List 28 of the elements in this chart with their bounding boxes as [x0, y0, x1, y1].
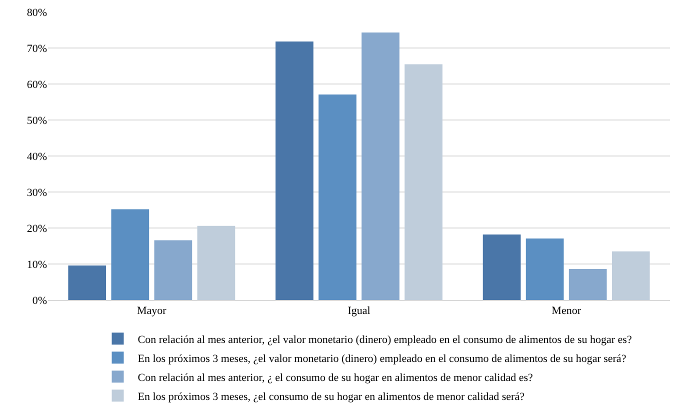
x-tick-label: Menor	[552, 305, 582, 318]
y-tick-label: 40%	[26, 150, 47, 163]
legend-label: Con relación al mes anterior, ¿ el consumo de su hogar en alimentos de menor calidad es?	[138, 372, 533, 384]
bar	[197, 226, 236, 300]
y-tick-label: 50%	[26, 114, 47, 127]
bar	[318, 94, 356, 300]
bar	[526, 238, 564, 300]
y-tick-label: 70%	[26, 42, 47, 55]
y-tick-label: 60%	[26, 78, 47, 91]
bar	[362, 32, 400, 300]
y-tick-label: 10%	[26, 258, 47, 271]
y-tick-label: 0%	[32, 294, 47, 307]
legend-label: En los próximos 3 meses, ¿el consumo de su hogar en alimentos de menor calidad será?	[138, 390, 525, 403]
bar	[612, 251, 650, 300]
y-tick-label: 30%	[26, 186, 47, 199]
legend-label: En los próximos 3 meses, ¿el valor monetario (dinero) empleado en el consumo de alimentos de su hogar será?	[138, 352, 626, 365]
x-tick-label: Mayor	[137, 305, 167, 318]
bar	[111, 209, 150, 300]
bar	[276, 42, 314, 300]
bar	[154, 240, 192, 300]
bar	[68, 265, 106, 300]
x-tick-label: Igual	[348, 305, 370, 318]
bar	[568, 269, 607, 300]
y-tick-label: 20%	[26, 222, 47, 235]
bar	[404, 64, 442, 300]
legend-label: Con relación al mes anterior, ¿el valor monetario (dinero) empleado en el consumo de alimentos de su hogar es?	[138, 334, 632, 346]
y-tick-label: 80%	[26, 6, 47, 19]
bar	[482, 234, 521, 300]
